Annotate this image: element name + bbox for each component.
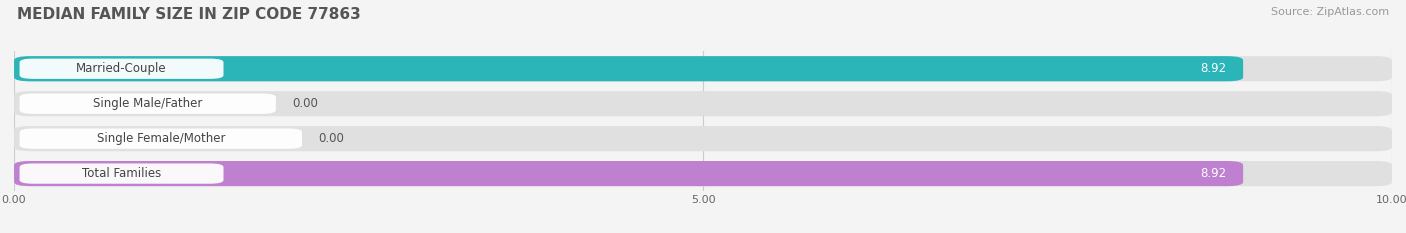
Text: MEDIAN FAMILY SIZE IN ZIP CODE 77863: MEDIAN FAMILY SIZE IN ZIP CODE 77863: [17, 7, 360, 22]
FancyBboxPatch shape: [20, 129, 302, 149]
Text: 0.00: 0.00: [292, 97, 318, 110]
FancyBboxPatch shape: [14, 56, 1392, 81]
FancyBboxPatch shape: [14, 126, 1392, 151]
Text: Source: ZipAtlas.com: Source: ZipAtlas.com: [1271, 7, 1389, 17]
FancyBboxPatch shape: [14, 91, 1392, 116]
Text: 8.92: 8.92: [1201, 62, 1226, 75]
Text: 8.92: 8.92: [1201, 167, 1226, 180]
FancyBboxPatch shape: [20, 164, 224, 184]
FancyBboxPatch shape: [14, 56, 1243, 81]
FancyBboxPatch shape: [20, 59, 224, 79]
Text: Single Female/Mother: Single Female/Mother: [97, 132, 225, 145]
Text: Married-Couple: Married-Couple: [76, 62, 167, 75]
Text: Total Families: Total Families: [82, 167, 162, 180]
Text: Single Male/Father: Single Male/Father: [93, 97, 202, 110]
FancyBboxPatch shape: [20, 93, 276, 114]
Text: 0.00: 0.00: [319, 132, 344, 145]
FancyBboxPatch shape: [14, 161, 1392, 186]
FancyBboxPatch shape: [14, 161, 1243, 186]
